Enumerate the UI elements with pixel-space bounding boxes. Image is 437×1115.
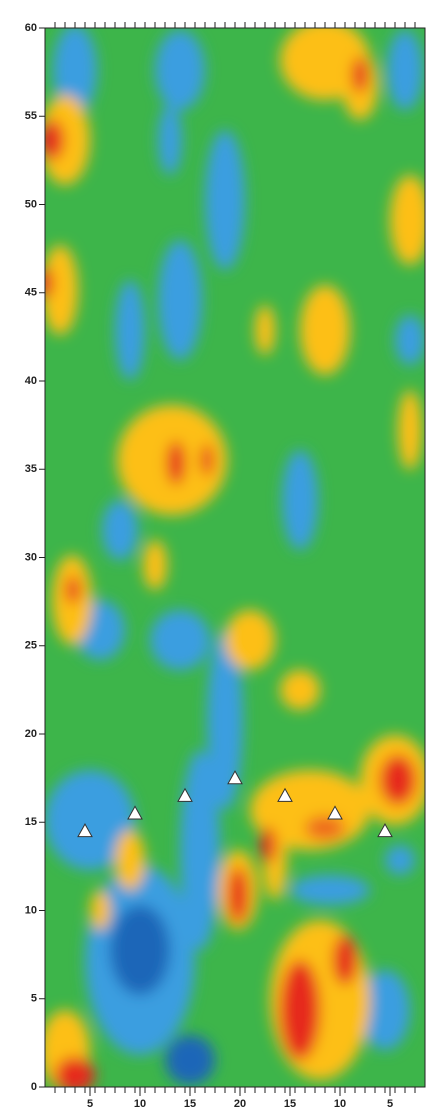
y-tick-label: 20 [25, 728, 37, 740]
x-tick-label: 5 [387, 1098, 393, 1110]
x-tick-label: 10 [134, 1098, 146, 1110]
station-marker [377, 823, 393, 838]
y-tick-label: 35 [25, 463, 37, 475]
y-tick-label: 0 [31, 1081, 37, 1093]
y-tick-label: 25 [25, 640, 37, 652]
y-tick-label: 40 [25, 375, 37, 387]
y-tick-label: 50 [25, 198, 37, 210]
station-marker [327, 805, 343, 820]
y-tick-label: 5 [31, 993, 37, 1005]
y-tick-label: 30 [25, 551, 37, 563]
heatmap-field [45, 28, 425, 1087]
x-tick-label: 20 [234, 1098, 246, 1110]
station-marker [277, 787, 293, 802]
y-tick-label: 15 [25, 816, 37, 828]
y-tick-label: 60 [25, 22, 37, 34]
x-tick-label: 15 [284, 1098, 296, 1110]
x-tick-label: 10 [334, 1098, 346, 1110]
station-marker [77, 823, 93, 838]
y-tick-label: 45 [25, 287, 37, 299]
station-marker [177, 787, 193, 802]
y-tick-label: 10 [25, 904, 37, 916]
station-marker [127, 805, 143, 820]
x-tick-label: 15 [184, 1098, 196, 1110]
x-tick-label: 5 [87, 1098, 93, 1110]
station-marker [227, 770, 243, 785]
y-tick-label: 55 [25, 110, 37, 122]
